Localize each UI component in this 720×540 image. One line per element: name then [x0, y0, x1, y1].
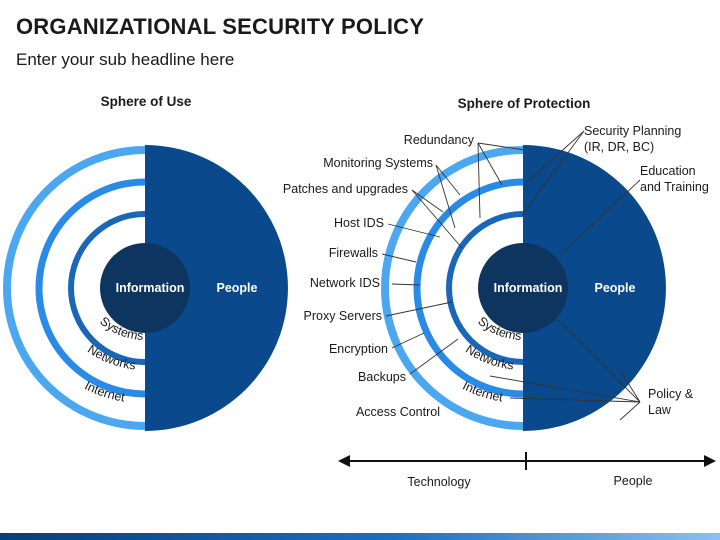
right-people-half — [523, 145, 666, 431]
label-patches-upgrades: Patches and upgrades — [283, 182, 408, 196]
left-ring-networks — [35, 178, 146, 398]
axis-label-technology: Technology — [407, 475, 471, 489]
label-security-planning-sub: (IR, DR, BC) — [584, 140, 654, 154]
page-subtitle: Enter your sub headline here — [16, 50, 235, 69]
right-information-core — [478, 243, 568, 333]
right-half-label: People — [595, 281, 636, 295]
label-redundancy: Redundancy — [404, 133, 475, 147]
label-backups: Backups — [358, 370, 406, 384]
sphere-of-protection-diagram: Information People Systems Networks Inte… — [381, 145, 666, 431]
right-ring-internet — [381, 146, 524, 430]
left-ring-internet — [3, 146, 146, 430]
right-center-label: Information — [494, 281, 563, 295]
label-monitoring-systems: Monitoring Systems — [323, 156, 433, 170]
right-ring-systems — [446, 211, 524, 365]
left-people-half — [145, 145, 288, 431]
sphere-of-protection-heading: Sphere of Protection — [458, 96, 591, 111]
left-center-label: Information — [116, 281, 185, 295]
sphere-of-use-diagram: Information People Systems Networks Inte… — [3, 145, 288, 431]
left-information-core — [100, 243, 190, 333]
label-host-ids: Host IDS — [334, 216, 384, 230]
arrow-left-icon — [338, 455, 350, 467]
page-title: ORGANIZATIONAL SECURITY POLICY — [16, 14, 425, 39]
label-education: Education — [640, 164, 696, 178]
label-policy: Policy & — [648, 387, 694, 401]
label-security-planning: Security Planning — [584, 124, 681, 138]
label-firewalls: Firewalls — [329, 246, 378, 260]
right-ring-networks — [413, 178, 524, 398]
sphere-of-use-heading: Sphere of Use — [101, 94, 192, 109]
label-proxy-servers: Proxy Servers — [304, 309, 383, 323]
left-half-label: People — [217, 281, 258, 295]
connector-lines — [381, 130, 641, 421]
footer-accent-bar — [0, 533, 720, 540]
label-education-sub: and Training — [640, 180, 709, 194]
axis-label-people: People — [614, 474, 653, 488]
label-law: Law — [648, 403, 672, 417]
left-ring-systems — [68, 211, 146, 365]
label-access-control: Access Control — [356, 405, 440, 419]
label-network-ids: Network IDS — [310, 276, 380, 290]
label-encryption: Encryption — [329, 342, 388, 356]
arrow-right-icon — [704, 455, 716, 467]
technology-people-axis: Technology People — [338, 452, 716, 489]
